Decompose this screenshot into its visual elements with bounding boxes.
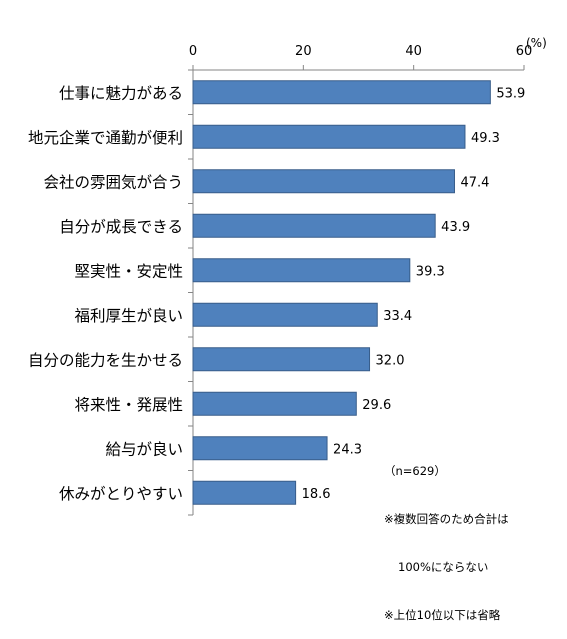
sample-size-note: （n=629） <box>384 464 446 478</box>
value-label: 32.0 <box>376 353 405 368</box>
bar-chart: 0 20 40 60(%) 仕事に魅力がある 53.9 地元企業で通勤が便利 49.3 会社の雰… <box>28 36 547 516</box>
bar <box>192 436 328 461</box>
omission-note: ※上位10位以下は省略 <box>384 608 501 622</box>
value-label: 33.4 <box>383 309 412 324</box>
category-label: 自分が成長できる <box>59 218 183 236</box>
bar <box>192 391 357 416</box>
category-label: 将来性・発展性 <box>74 396 183 414</box>
category-label: 給与が良い <box>105 440 183 458</box>
chart-note: （n=629） ※複数回答のため合計は 100%にならない ※上位10位以下は省… <box>384 431 509 639</box>
bar <box>192 258 411 283</box>
bar <box>192 213 436 238</box>
category-label: 堅実性・安定性 <box>74 262 183 280</box>
bar <box>192 302 378 327</box>
x-tick-label: 20 <box>295 44 312 59</box>
x-unit-label: (%) <box>526 36 547 50</box>
category-label: 休みがとりやすい <box>59 485 183 503</box>
value-label: 43.9 <box>441 220 470 235</box>
value-label: 39.3 <box>416 264 445 279</box>
category-label: 福利厚生が良い <box>74 307 183 325</box>
bar <box>192 169 455 194</box>
value-label: 24.3 <box>333 442 362 457</box>
category-label: 会社の雰囲気が合う <box>43 173 183 191</box>
value-label: 47.4 <box>460 175 489 190</box>
value-label: 29.6 <box>362 398 391 413</box>
bar <box>192 124 466 149</box>
x-tick-label: 60 <box>516 44 533 59</box>
category-label: 自分の能力を生かせる <box>28 351 183 369</box>
bar <box>192 80 491 105</box>
multi-answer-note-cont: 100%にならない <box>398 560 489 574</box>
x-tick-label: 40 <box>405 44 422 59</box>
category-label: 仕事に魅力がある <box>59 84 183 102</box>
value-label: 18.6 <box>302 487 331 502</box>
bar <box>192 347 371 372</box>
value-label: 49.3 <box>471 131 500 146</box>
value-label: 53.9 <box>496 86 525 101</box>
bar <box>192 480 297 505</box>
multi-answer-note: ※複数回答のため合計は <box>384 512 509 526</box>
category-label: 地元企業で通勤が便利 <box>28 129 183 147</box>
x-tick-label: 0 <box>189 44 197 59</box>
